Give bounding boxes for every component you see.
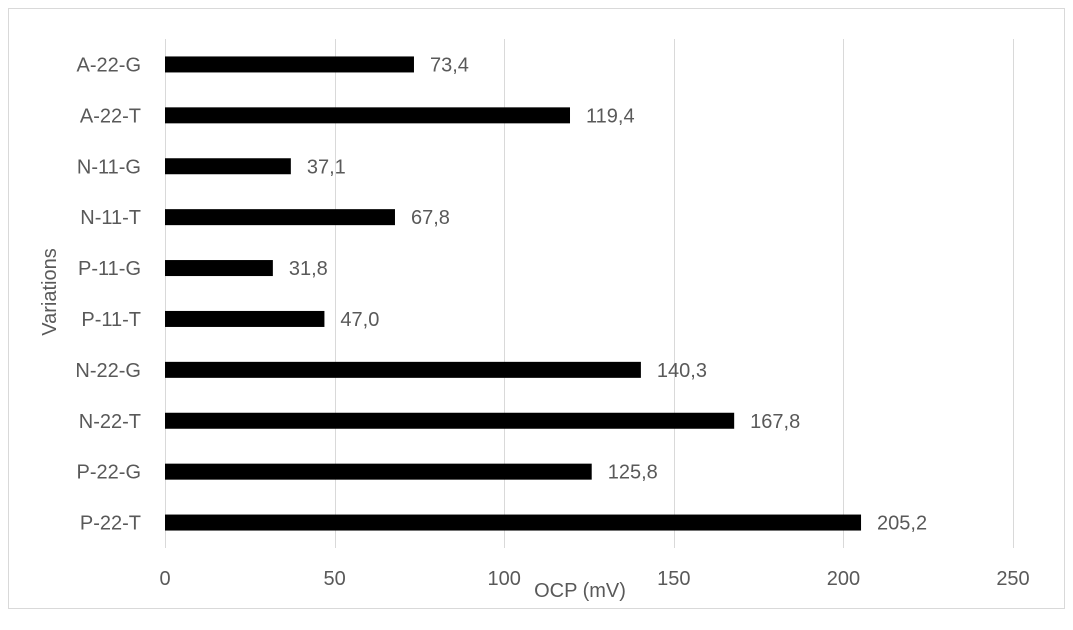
bar (165, 107, 571, 124)
y-tick-label: P-22-T (80, 513, 141, 535)
y-tick-label: A-22-G (77, 54, 141, 76)
bar (165, 260, 273, 277)
x-tick-label: 0 (159, 568, 170, 590)
y-tick-labels: A-22-G A-22-T N-11-G N-11-T P-11-G P-11-T N-22… (75, 54, 141, 534)
y-tick-label: P-11-G (78, 258, 141, 280)
y-axis-title: Variations (39, 248, 61, 335)
data-label: 167,8 (750, 411, 800, 433)
bar (165, 56, 414, 73)
x-tick-label: 100 (488, 568, 521, 590)
bar (165, 158, 291, 175)
data-label: 31,8 (289, 258, 328, 280)
data-label: 73,4 (430, 54, 469, 76)
bar (165, 310, 325, 327)
y-tick-label: P-22-G (77, 462, 141, 484)
bars (165, 56, 862, 531)
x-tick-label: 200 (827, 568, 860, 590)
bar (165, 463, 592, 480)
data-label: 67,8 (411, 207, 450, 229)
x-tick-label: 50 (323, 568, 345, 590)
x-tick-labels: 0 50 100 150 200 250 (159, 568, 1029, 590)
data-label: 37,1 (307, 156, 346, 178)
x-tick-label: 150 (657, 568, 690, 590)
data-labels: 73,4 119,4 37,1 67,8 31,8 47,0 140,3 167,8 125,8… (289, 54, 927, 534)
bar (165, 514, 862, 531)
data-label: 47,0 (340, 309, 379, 331)
bar (165, 412, 735, 429)
y-tick-label: N-22-T (79, 411, 141, 433)
gridlines (165, 39, 1014, 548)
bar (165, 209, 395, 226)
data-label: 119,4 (586, 105, 635, 127)
bar (165, 361, 641, 378)
data-label: 205,2 (877, 513, 927, 535)
y-tick-label: N-11-G (77, 156, 141, 178)
y-tick-label: N-22-G (75, 360, 141, 382)
x-axis-title: OCP (mV) (534, 580, 626, 602)
y-tick-label: A-22-T (80, 105, 141, 127)
data-label: 125,8 (608, 462, 658, 484)
y-tick-label: P-11-T (81, 309, 141, 331)
x-tick-label: 250 (996, 568, 1029, 590)
data-label: 140,3 (657, 360, 707, 382)
y-tick-label: N-11-T (80, 207, 141, 229)
